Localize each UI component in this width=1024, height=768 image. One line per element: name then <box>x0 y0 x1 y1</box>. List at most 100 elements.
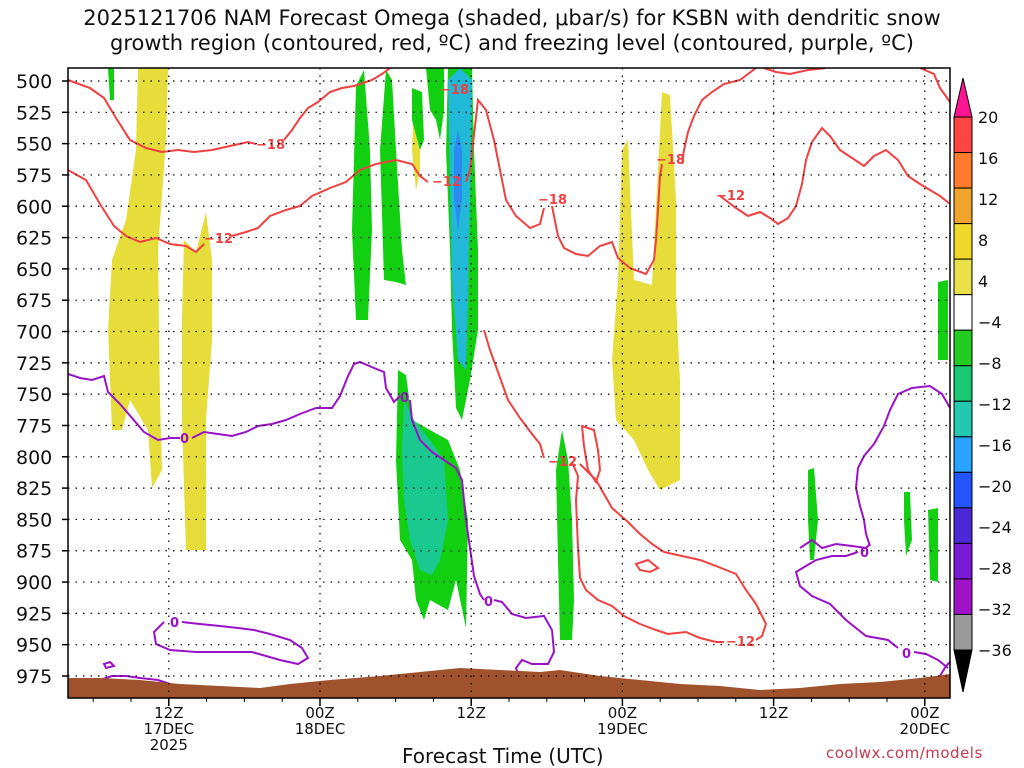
x-tick-label-1-0: 00Z <box>305 704 334 722</box>
y-tick-label-4: 600 <box>16 196 52 218</box>
upward-shade-1 <box>108 68 168 488</box>
red-contour-right <box>719 126 950 226</box>
red-contour-small <box>634 558 660 574</box>
y-tick-label-18: 950 <box>16 635 52 657</box>
colorbar-label-5: −4 <box>978 313 1002 332</box>
y-tick-label-11: 775 <box>16 415 52 437</box>
purple-contour-right <box>794 538 949 669</box>
downward-shade-3 <box>380 70 406 285</box>
y-tick-label-13: 825 <box>16 478 52 500</box>
y-tick-label-15: 875 <box>16 541 52 563</box>
colorbar-label-6: −8 <box>978 354 1002 373</box>
downward-shade-10 <box>904 492 912 556</box>
x-tick-label-3-1: 19DEC <box>597 720 648 738</box>
y-tick-label-5: 625 <box>16 228 52 250</box>
source-credit: coolwx.com/models <box>826 744 983 762</box>
x-tick-label-5-0: 00Z <box>910 704 939 722</box>
purple-label-4: 0 <box>170 616 179 631</box>
red-contour-upper <box>68 68 391 154</box>
y-tick-label-12: 800 <box>16 447 52 469</box>
red-label-4: −18 <box>440 83 469 98</box>
colorbar-label-3: 8 <box>978 231 988 250</box>
plot-area <box>68 68 950 698</box>
title-line-2: growth region (contoured, red, ºC) and f… <box>110 31 914 55</box>
colorbar-label-4: 4 <box>978 272 988 291</box>
purple-label-3: 0 <box>484 595 493 610</box>
colorbar-swatch-7 <box>953 365 973 402</box>
x-tick-label-0-0: 12Z <box>154 704 183 722</box>
terrain-fill <box>68 668 950 698</box>
colorbar-label-2: 12 <box>978 190 998 209</box>
colorbar-swatch-9 <box>953 436 973 473</box>
red-label-1: −18 <box>256 138 285 153</box>
x-tick-label-5-1: 20DEC <box>900 720 951 738</box>
colorbar-label-9: −20 <box>978 477 1012 496</box>
y-tick-label-9: 725 <box>16 353 52 375</box>
colorbar-label-7: −12 <box>978 395 1012 414</box>
y-tick-label-6: 650 <box>16 259 52 281</box>
chart-title: 2025121706 NAM Forecast Omega (shaded, μ… <box>0 6 1024 56</box>
y-tick-label-17: 925 <box>16 603 52 625</box>
purple-label-2: 0 <box>400 391 409 406</box>
x-tick-label-2-0: 12Z <box>457 704 486 722</box>
upward-omega-shading <box>108 68 680 550</box>
colorbar-swatch-1 <box>953 152 973 189</box>
downward-shade-8 <box>556 430 574 640</box>
title-line-1: 2025121706 NAM Forecast Omega (shaded, μ… <box>83 6 941 30</box>
y-tick-label-8: 700 <box>16 322 52 344</box>
downward-shade-1 <box>108 68 114 100</box>
red-label-5: −12 <box>548 455 577 470</box>
colorbar-label-13: −36 <box>978 641 1012 660</box>
y-tick-label-7: 675 <box>16 290 52 312</box>
y-tick-label-0: 500 <box>16 71 52 93</box>
colorbar-label-0: 20 <box>978 108 998 127</box>
purple-contour-far-right <box>854 384 950 547</box>
red-label-7: −12 <box>716 189 745 204</box>
colorbar-label-10: −24 <box>978 518 1012 537</box>
red-label-9: −12 <box>726 635 755 650</box>
purple-contour-main <box>68 360 556 681</box>
purple-label-5: 0 <box>860 546 869 561</box>
y-tick-label-1: 525 <box>16 102 52 124</box>
red-contour-top-right <box>763 68 950 103</box>
colorbar-swatch-11 <box>953 507 973 544</box>
downward-shade-11 <box>928 508 938 582</box>
downward-omega-shading <box>108 68 948 640</box>
grid-lines <box>68 68 950 698</box>
purple-label-1: 0 <box>180 432 189 447</box>
downward-shade-2 <box>352 70 372 320</box>
y-tick-label-19: 975 <box>16 666 52 688</box>
colorbar-swatch-0 <box>953 116 973 154</box>
colorbar-bottom-arrow <box>953 649 973 693</box>
purple-label-6: 0 <box>902 647 911 662</box>
colorbar-swatch-13 <box>953 578 973 615</box>
red-label-8: −18 <box>656 153 685 168</box>
colorbar-swatch-5 <box>953 294 973 331</box>
red-contour-loop <box>580 424 602 485</box>
x-tick-label-1-1: 18DEC <box>295 720 346 738</box>
downward-shade-max <box>454 130 462 230</box>
y-tick-label-14: 850 <box>16 509 52 531</box>
red-label-2: −12 <box>204 232 233 247</box>
upward-shade-4 <box>612 92 680 490</box>
y-tick-label-16: 900 <box>16 572 52 594</box>
x-tick-label-0-1: 17DEC <box>144 720 195 738</box>
x-tick-label-0-2: 2025 <box>150 736 188 754</box>
red-contour-dgz-top <box>68 68 757 276</box>
colorbar-swatch-4 <box>953 258 973 296</box>
purple-contour-left <box>152 621 310 666</box>
x-tick-label-4-0: 12Z <box>759 704 788 722</box>
x-axis-label: Forecast Time (UTC) <box>402 744 604 768</box>
downward-shade-moderate <box>402 400 448 575</box>
colorbar-label-1: 16 <box>978 149 998 168</box>
red-contour-lower <box>483 329 768 643</box>
colorbar-swatch-12 <box>953 542 973 580</box>
downward-shade-12 <box>938 280 948 360</box>
y-axis: 500 525 550 575 600 625 650 675 700 725 750 775 800 8… <box>16 71 68 688</box>
colorbar-swatch-3 <box>953 223 973 260</box>
colorbar-swatch-8 <box>953 400 973 438</box>
colorbar: 20 16 12 8 4 −4 −8 −12 −16 −20 −24 −28 −32 −36 <box>953 77 1012 693</box>
red-label-6: −18 <box>538 193 567 208</box>
